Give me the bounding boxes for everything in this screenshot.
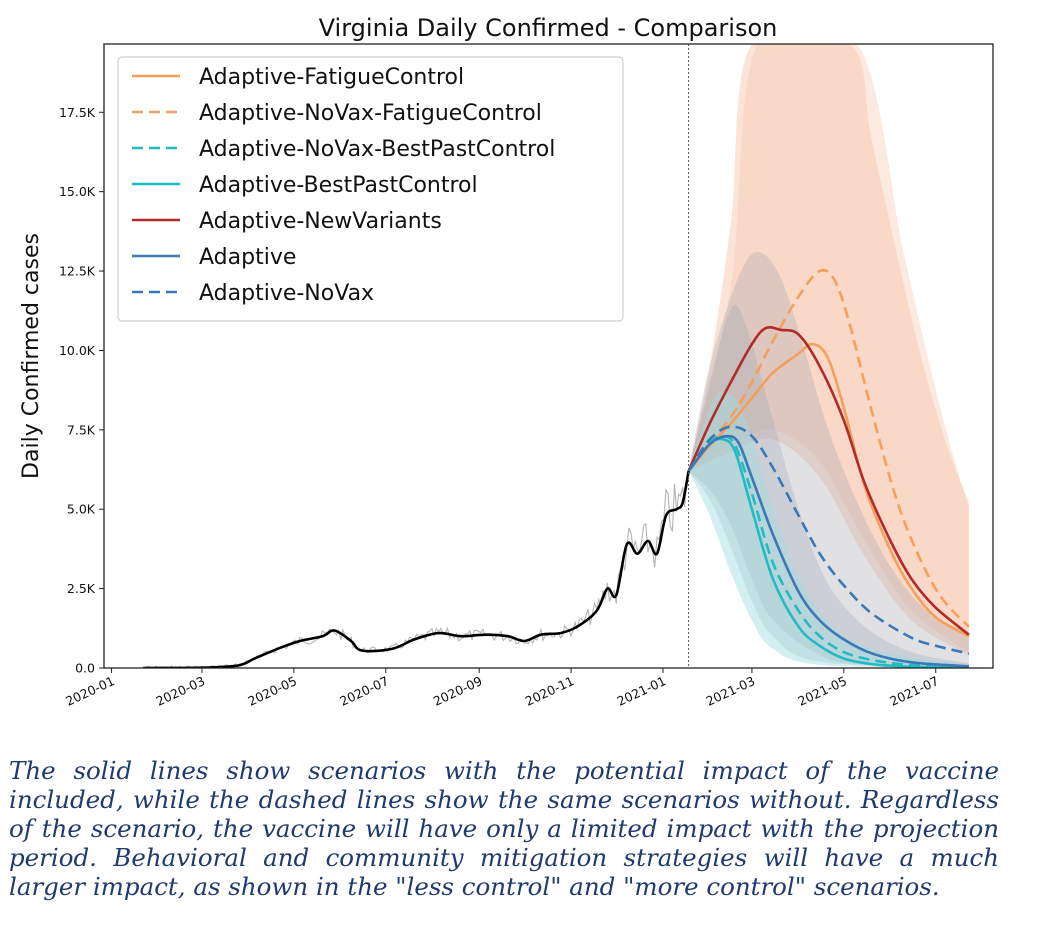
y-tick-label: 7.5K bbox=[67, 422, 96, 437]
y-tick-label: 0.0 bbox=[75, 661, 95, 676]
legend-label: Adaptive-BestPastControl bbox=[199, 173, 478, 198]
y-tick-label: 10.0K bbox=[59, 343, 96, 358]
x-tick-label: 2020-01 bbox=[63, 673, 117, 709]
legend-box bbox=[117, 56, 624, 322]
x-tick-label: 2021-07 bbox=[887, 673, 941, 709]
y-axis-ticks: 0.0 2.5K 5.0K 7.5K 10.0K 12.5K 15.0K 17.5K bbox=[59, 105, 104, 676]
chart-area: Virginia Daily Confirmed - Comparison Da… bbox=[19, 14, 994, 709]
legend-label: Adaptive bbox=[199, 245, 296, 270]
x-tick-label: 2020-03 bbox=[154, 673, 208, 709]
y-axis-label: Daily Confirmed cases bbox=[19, 233, 44, 479]
observed-raw-line bbox=[143, 481, 688, 668]
observed-smoothed-series bbox=[143, 470, 690, 668]
x-axis-ticks: 2020-01 2020-03 2020-05 2020-07 2020-09 2020-… bbox=[63, 668, 941, 709]
x-tick-label: 2020-05 bbox=[245, 673, 299, 709]
plot-frame bbox=[103, 43, 994, 669]
series-line-adaptive-fatiguecontrol bbox=[687, 342, 970, 638]
legend-label: Adaptive-NoVax-BestPastControl bbox=[199, 137, 555, 162]
y-tick-label: 5.0K bbox=[67, 502, 96, 517]
x-tick-label: 2020-09 bbox=[431, 673, 485, 709]
confidence-band-1 bbox=[688, 44, 969, 653]
scenario-lines bbox=[687, 268, 970, 668]
x-tick-label: 2020-07 bbox=[337, 673, 391, 709]
legend: Adaptive-FatigueControl Adaptive-NoVax-Fa… bbox=[117, 56, 624, 322]
y-tick-label: 12.5K bbox=[59, 264, 96, 279]
confidence-band-2 bbox=[688, 252, 969, 668]
y-tick-label: 2.5K bbox=[67, 581, 96, 596]
y-tick-label: 15.0K bbox=[59, 184, 96, 199]
confidence-band-4 bbox=[688, 391, 969, 668]
y-tick-label: 17.5K bbox=[59, 105, 96, 120]
observed-line bbox=[143, 470, 690, 668]
confidence-band-0 bbox=[688, 44, 969, 656]
legend-label: Adaptive-NoVax bbox=[199, 281, 374, 306]
x-tick-label: 2021-03 bbox=[704, 673, 758, 709]
confidence-bands bbox=[688, 44, 969, 668]
confidence-band-3 bbox=[688, 304, 969, 668]
line-chart: Virginia Daily Confirmed - Comparison Da… bbox=[19, 14, 994, 709]
chart-title: Virginia Daily Confirmed - Comparison bbox=[319, 14, 778, 42]
series-line-adaptive-novax-fatiguecontrol bbox=[687, 268, 970, 628]
figure-caption: The solid lines show scenarios with the … bbox=[9, 756, 999, 901]
x-tick-label: 2021-01 bbox=[615, 673, 669, 709]
legend-label: Adaptive-NoVax-FatigueControl bbox=[199, 101, 542, 126]
legend-label: Adaptive-FatigueControl bbox=[199, 65, 464, 90]
x-tick-label: 2020-11 bbox=[523, 673, 577, 709]
series-line-adaptive-newvariants bbox=[687, 325, 970, 636]
series-line-adaptive bbox=[687, 434, 969, 668]
series-line-adaptive-novax bbox=[687, 425, 970, 655]
observed-noisy-series bbox=[143, 481, 688, 668]
x-tick-label: 2021-05 bbox=[795, 673, 849, 709]
legend-label: Adaptive-NewVariants bbox=[199, 209, 442, 234]
series-line-adaptive-bestpastcontrol bbox=[687, 437, 969, 668]
